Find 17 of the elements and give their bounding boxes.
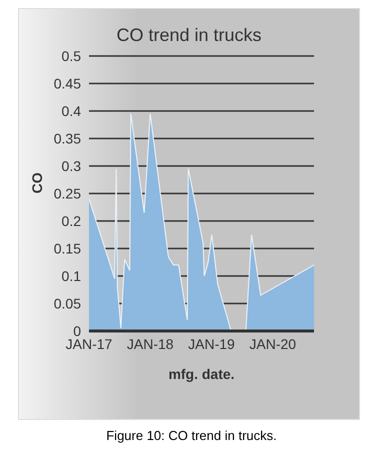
y-tick-label: 0.25 xyxy=(54,185,82,202)
y-tick-label: 0.15 xyxy=(54,240,82,256)
y-tick-label: 0.45 xyxy=(54,75,82,92)
y-tick-label: 0.05 xyxy=(54,295,82,312)
chart-title: CO trend in trucks xyxy=(115,24,263,46)
caption: Figure 10: CO trend in trucks. xyxy=(105,428,278,443)
y-tick-label: 0.5 xyxy=(62,48,82,64)
x-tick-label: JAN-19 xyxy=(188,336,236,352)
x-tick-label: JAN-20 xyxy=(249,336,296,352)
y-tick-label: 0.1 xyxy=(62,268,82,284)
x-axis-title: mfg. date. xyxy=(168,366,235,382)
y-tick-label: 0.4 xyxy=(62,102,82,119)
y-tick-label: 0.35 xyxy=(54,130,82,146)
y-axis-title: CO xyxy=(28,172,45,194)
x-tick-label: JAN-18 xyxy=(126,336,174,352)
y-tick-label: 0.3 xyxy=(62,158,82,174)
y-tick-label: 0.2 xyxy=(62,212,82,229)
